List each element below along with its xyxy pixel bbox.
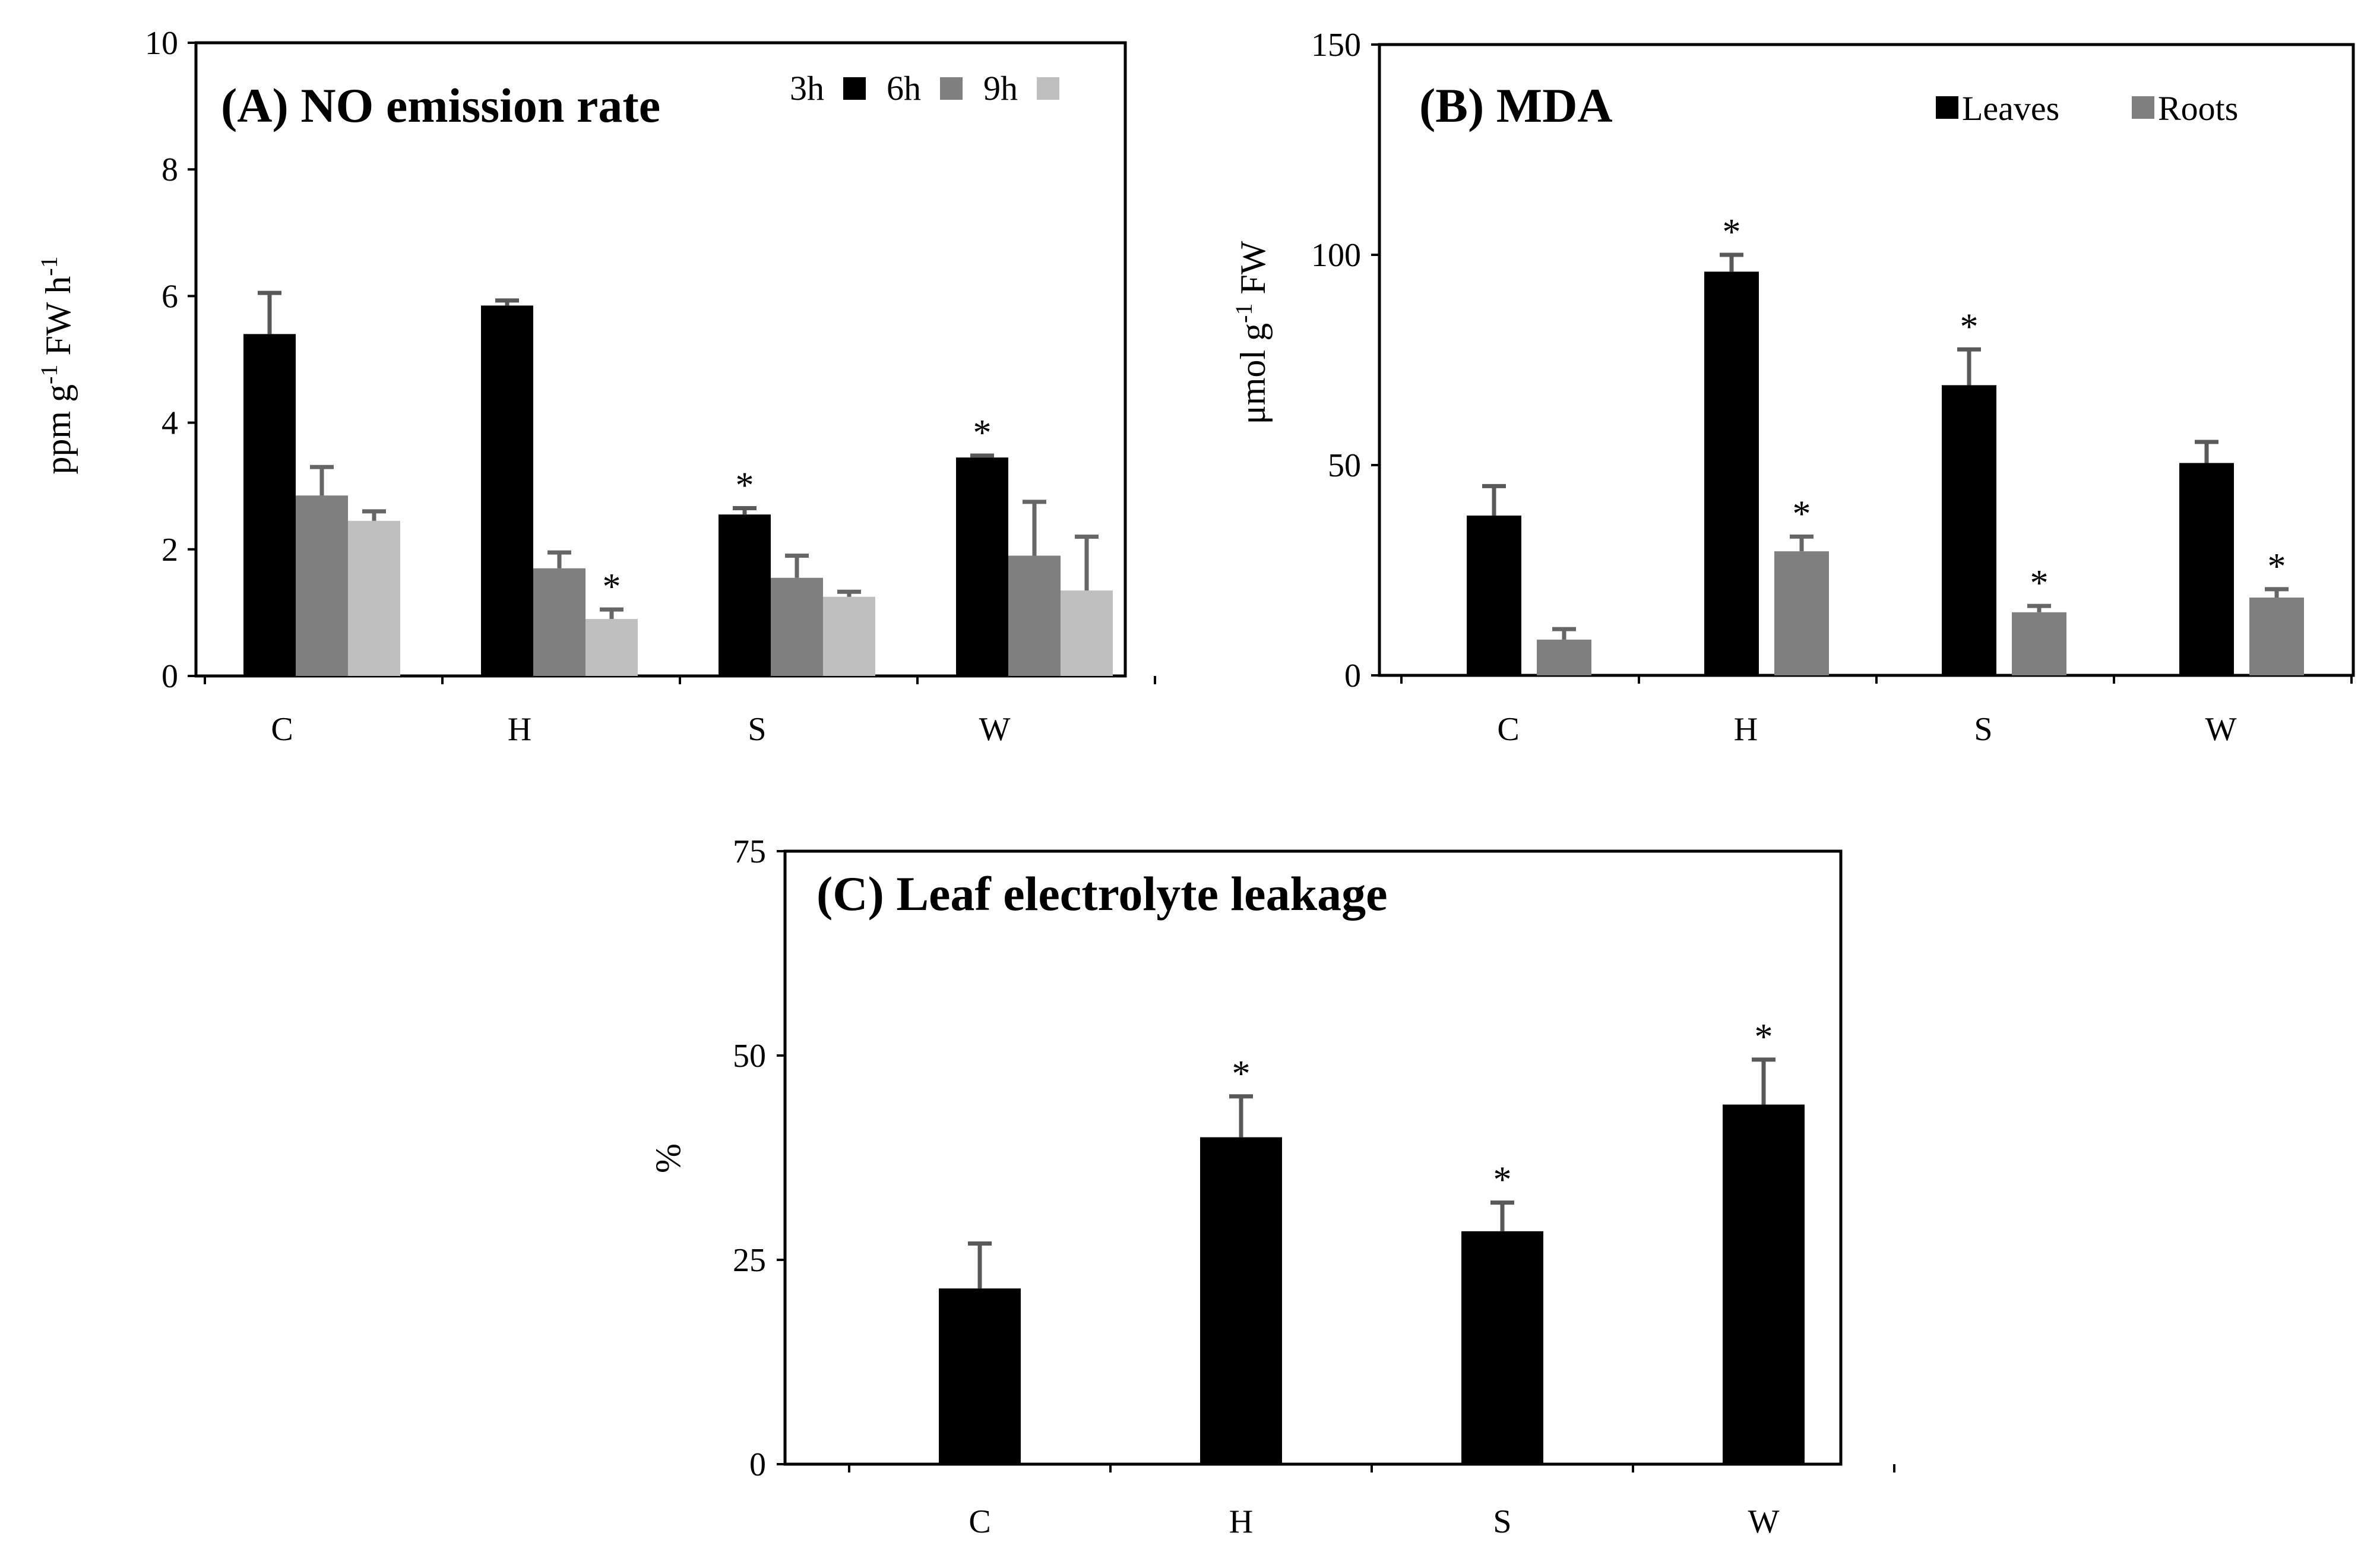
panel-a-y-axis-label: ppm g-1 FW h-1 [36,256,78,474]
significance-marker: * [1232,1054,1251,1094]
bar-leakage-w [1723,1104,1805,1464]
panel-a-no-emission-rate: (A) NO emission rate ppm g-1 FW h-1 0 2 4 6… [36,25,1156,748]
y-tick-label: 50 [733,1038,766,1075]
panel-b-title: (B) MDA [1419,78,1613,132]
legend-swatch-9h [1037,77,1059,100]
y-tick-label: 0 [162,658,178,695]
legend-label-9h: 9h [983,69,1018,108]
y-tick-label: 2 [162,532,178,568]
x-tick-label: C [1497,711,1519,748]
x-tick-label: H [1734,711,1758,748]
bar-9h-w [1061,590,1113,676]
legend-swatch-leaves [1936,96,1958,119]
bar-leaves-c [1467,515,1521,675]
bar-leakage-h [1200,1137,1282,1464]
x-tick-label: W [1748,1503,1780,1540]
bar-leakage-c [939,1288,1021,1464]
panel-a-legend: 3h 6h 9h [790,69,1059,108]
bar-9h-c [348,520,400,676]
legend-label-roots: Roots [2158,89,2238,128]
legend-label-3h: 3h [790,69,824,108]
significance-marker: * [973,413,992,453]
legend-label-leaves: Leaves [1962,89,2059,128]
significance-marker: * [2268,546,2286,587]
x-tick-label: W [2205,711,2237,748]
bar-roots-h [1774,551,1829,675]
legend-swatch-roots [2132,96,2154,119]
bar-leaves-h [1704,271,1759,675]
x-tick-label: C [969,1503,990,1540]
significance-marker: * [1493,1160,1512,1200]
y-tick-label: 8 [162,151,178,188]
panel-b-y-ticks: 0 50 100 150 [1311,27,1379,694]
y-tick-label: 50 [1328,447,1361,484]
bar-6h-c [296,495,348,676]
y-tick-label: 4 [162,405,178,442]
bar-6h-w [1008,555,1061,676]
bar-leaves-s [1942,385,1996,675]
panel-a-y-ticks: 0 2 4 6 8 10 [145,25,196,695]
panel-c-leaf-electrolyte-leakage: (C) Leaf electrolyte leakage % 0 25 50 75 C… [648,833,1895,1540]
x-tick-label: H [1229,1503,1253,1540]
significance-marker: * [1755,1017,1773,1057]
y-tick-label: 0 [1344,658,1361,694]
panel-b-legend: Leaves Roots [1936,89,2238,128]
significance-marker: * [2030,563,2049,603]
panel-a-bars: * * * [243,290,1113,676]
panel-c-y-ticks: 0 25 50 75 [733,833,785,1483]
y-tick-label: 150 [1311,27,1361,64]
y-tick-label: 10 [145,25,178,62]
panel-b-bars: * * * * * [1467,212,2304,675]
bar-9h-h [585,619,638,676]
bar-roots-w [2249,598,2304,675]
bar-leaves-w [2179,463,2234,675]
legend-swatch-3h [843,77,866,100]
panel-a-title: (A) NO emission rate [221,78,660,132]
panel-b-y-axis-label: μmol g-1 FW [1230,241,1273,424]
panel-c-bars: * * * [939,1017,1805,1464]
bar-leakage-s [1461,1231,1543,1464]
bar-6h-s [771,577,823,676]
panel-c-y-axis-label: % [648,1143,688,1173]
x-tick-label: W [979,711,1011,748]
significance-marker: * [603,567,621,607]
y-tick-label: 25 [733,1242,766,1279]
panel-b-frame [1378,43,2355,677]
y-tick-label: 100 [1311,237,1361,274]
bar-3h-s [719,514,771,676]
legend-label-6h: 6h [887,69,921,108]
x-tick-label: S [748,711,766,748]
x-tick-label: H [508,711,531,748]
y-tick-label: 75 [733,833,766,870]
y-tick-label: 6 [162,278,178,315]
x-tick-label: S [1974,711,1992,748]
panel-a-frame [194,41,1127,678]
bar-9h-s [823,596,875,676]
x-tick-label: S [1493,1503,1511,1540]
legend-swatch-6h [940,77,963,100]
bar-6h-h [533,568,585,676]
bar-3h-h [481,305,533,676]
bar-roots-c [1537,639,1591,675]
significance-marker: * [1960,306,1979,347]
bar-3h-c [243,334,296,676]
panel-c-frame [783,849,1843,1466]
significance-marker: * [736,466,754,506]
x-tick-label: C [271,711,293,748]
bar-roots-s [2012,612,2066,675]
y-tick-label: 0 [749,1446,766,1483]
significance-marker: * [1793,494,1811,534]
bar-3h-w [956,457,1008,676]
significance-marker: * [1723,212,1741,252]
panel-c-title: (C) Leaf electrolyte leakage [816,867,1388,921]
